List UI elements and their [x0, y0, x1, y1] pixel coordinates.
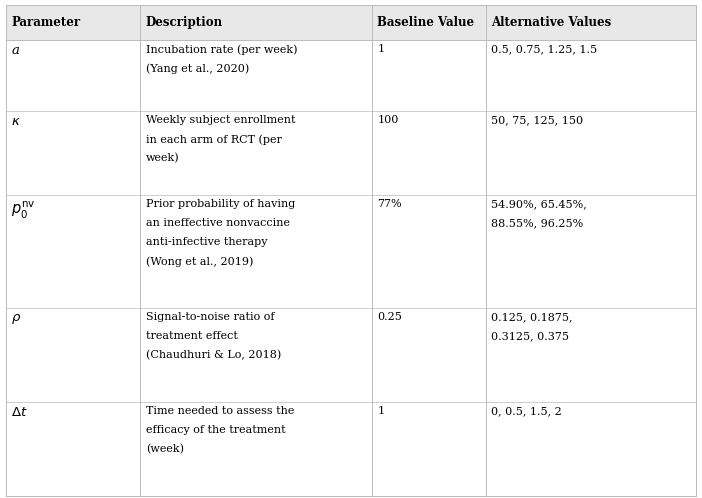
Text: anti-infective therapy: anti-infective therapy: [146, 237, 267, 248]
Text: efficacy of the treatment: efficacy of the treatment: [146, 425, 286, 435]
Text: week): week): [146, 153, 180, 163]
Text: $\Delta t$: $\Delta t$: [11, 406, 28, 419]
Text: Prior probability of having: Prior probability of having: [146, 199, 295, 210]
Text: in each arm of RCT (per: in each arm of RCT (per: [146, 134, 282, 145]
Text: Incubation rate (per week): Incubation rate (per week): [146, 44, 298, 55]
Text: 77%: 77%: [378, 199, 402, 210]
Text: 88.55%, 96.25%: 88.55%, 96.25%: [491, 218, 583, 229]
Text: 0.25: 0.25: [378, 312, 402, 322]
Text: treatment effect: treatment effect: [146, 331, 238, 341]
Text: (Yang et al., 2020): (Yang et al., 2020): [146, 63, 249, 74]
Text: 50, 75, 125, 150: 50, 75, 125, 150: [491, 116, 583, 125]
Bar: [6, 112, 696, 195]
Bar: [6, 5, 696, 40]
Text: 0, 0.5, 1.5, 2: 0, 0.5, 1.5, 2: [491, 406, 562, 416]
Text: Weekly subject enrollment: Weekly subject enrollment: [146, 116, 296, 125]
Bar: [6, 195, 696, 308]
Text: 0.3125, 0.375: 0.3125, 0.375: [491, 331, 569, 341]
Text: Time needed to assess the: Time needed to assess the: [146, 406, 294, 416]
Text: 0.125, 0.1875,: 0.125, 0.1875,: [491, 312, 573, 322]
Text: Parameter: Parameter: [11, 16, 80, 29]
Text: a: a: [11, 44, 19, 57]
Text: 1: 1: [378, 44, 385, 54]
Text: $\rho$: $\rho$: [11, 312, 22, 326]
Text: Alternative Values: Alternative Values: [491, 16, 611, 29]
Text: Signal-to-noise ratio of: Signal-to-noise ratio of: [146, 312, 274, 322]
Bar: [6, 308, 696, 402]
Text: Baseline Value: Baseline Value: [378, 16, 475, 29]
Text: (Chaudhuri & Lo, 2018): (Chaudhuri & Lo, 2018): [146, 350, 282, 360]
Text: $p_0^{\rm nv}$: $p_0^{\rm nv}$: [11, 199, 36, 221]
Text: 1: 1: [378, 406, 385, 416]
Text: 100: 100: [378, 116, 399, 125]
Text: $\kappa$: $\kappa$: [11, 116, 21, 128]
Text: an ineffective nonvaccine: an ineffective nonvaccine: [146, 218, 290, 229]
Text: (Wong et al., 2019): (Wong et al., 2019): [146, 256, 253, 267]
Text: 54.90%, 65.45%,: 54.90%, 65.45%,: [491, 199, 587, 210]
Bar: [6, 402, 696, 496]
Text: Description: Description: [146, 16, 223, 29]
Text: 0.5, 0.75, 1.25, 1.5: 0.5, 0.75, 1.25, 1.5: [491, 44, 597, 54]
Bar: [6, 40, 696, 112]
Text: (week): (week): [146, 444, 184, 454]
